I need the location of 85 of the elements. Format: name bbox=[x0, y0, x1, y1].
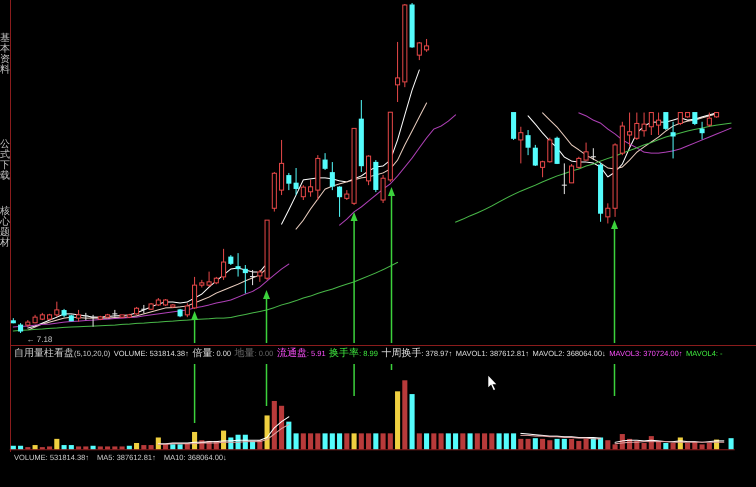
candlestick bbox=[294, 168, 299, 196]
bar bbox=[453, 433, 458, 450]
bar bbox=[569, 438, 574, 450]
annotation: ← 7.18 bbox=[26, 335, 53, 344]
candlestick bbox=[648, 112, 654, 136]
candlestick bbox=[670, 121, 676, 159]
bar bbox=[148, 445, 154, 450]
bar bbox=[706, 443, 712, 450]
bar bbox=[337, 433, 342, 450]
bar bbox=[286, 422, 292, 450]
candlestick bbox=[250, 269, 256, 286]
bar bbox=[540, 438, 546, 450]
bar bbox=[554, 438, 560, 450]
bar bbox=[547, 440, 552, 450]
bar bbox=[474, 433, 480, 450]
bar bbox=[612, 444, 618, 450]
annotation: 基本资料 bbox=[0, 32, 10, 76]
bar bbox=[410, 394, 415, 450]
bar bbox=[294, 433, 299, 450]
bar bbox=[526, 438, 531, 450]
candlestick bbox=[242, 264, 248, 294]
bar bbox=[170, 444, 176, 450]
bar bbox=[468, 433, 473, 450]
candlestick bbox=[656, 112, 662, 136]
bar bbox=[300, 433, 306, 450]
bar bbox=[431, 433, 436, 450]
bar bbox=[344, 433, 350, 450]
bar bbox=[388, 433, 393, 450]
bar bbox=[496, 433, 502, 450]
bar bbox=[700, 444, 705, 450]
bar bbox=[584, 438, 589, 450]
candlestick bbox=[627, 112, 632, 148]
bar bbox=[562, 438, 567, 450]
bar bbox=[424, 433, 430, 450]
candlestick bbox=[642, 112, 647, 138]
bar bbox=[358, 433, 364, 450]
bar bbox=[504, 433, 509, 450]
bar bbox=[518, 438, 524, 450]
bar bbox=[670, 443, 676, 450]
bar bbox=[178, 444, 183, 450]
bar bbox=[511, 433, 516, 450]
bar bbox=[685, 443, 690, 450]
bar bbox=[366, 433, 372, 450]
bar bbox=[395, 391, 400, 450]
bar bbox=[54, 438, 60, 450]
bar bbox=[32, 445, 38, 450]
bar bbox=[134, 443, 140, 450]
bar bbox=[380, 433, 386, 450]
bar bbox=[576, 440, 582, 450]
bar bbox=[605, 440, 610, 450]
candlestick bbox=[605, 202, 610, 224]
bar bbox=[438, 433, 444, 450]
annotation: 公式下载 bbox=[0, 138, 10, 182]
bar bbox=[446, 433, 451, 450]
candlestick bbox=[561, 162, 568, 195]
bar bbox=[141, 445, 146, 450]
bar bbox=[330, 433, 335, 450]
bar bbox=[532, 438, 538, 450]
candlestick bbox=[395, 41, 400, 102]
bar bbox=[642, 443, 647, 450]
candlestick bbox=[76, 309, 82, 322]
bar bbox=[352, 433, 357, 450]
annotation: 核心题材 bbox=[0, 205, 10, 248]
bar bbox=[315, 433, 320, 450]
bar bbox=[663, 443, 668, 450]
bar bbox=[322, 433, 328, 450]
bar bbox=[402, 380, 408, 450]
bar bbox=[272, 400, 277, 450]
candlestick bbox=[700, 121, 705, 140]
bar bbox=[68, 445, 74, 450]
candlestick bbox=[358, 100, 364, 172]
bar bbox=[489, 433, 494, 450]
bar bbox=[279, 406, 284, 450]
candlestick bbox=[236, 252, 241, 278]
bar bbox=[264, 415, 270, 450]
bar bbox=[728, 438, 734, 450]
candlestick bbox=[315, 154, 320, 201]
bar bbox=[416, 433, 422, 450]
bar bbox=[460, 433, 466, 450]
candlestick bbox=[526, 130, 531, 156]
candlestick bbox=[279, 139, 284, 196]
bar bbox=[62, 445, 67, 450]
bar bbox=[482, 433, 488, 450]
bar bbox=[373, 433, 378, 450]
bar bbox=[308, 433, 314, 450]
